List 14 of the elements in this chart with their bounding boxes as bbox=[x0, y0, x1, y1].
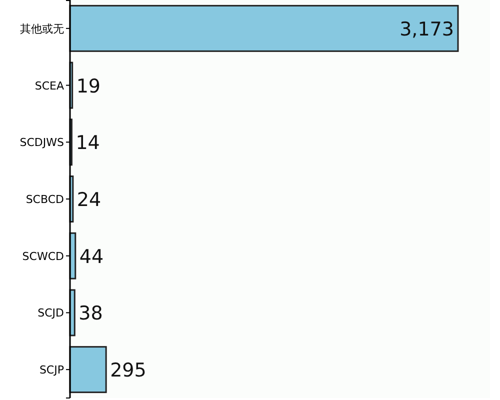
data-label: 44 bbox=[79, 246, 104, 268]
y-tick-label: SCEA bbox=[34, 79, 64, 92]
data-label: 19 bbox=[76, 75, 101, 98]
y-tick-label: SCJD bbox=[38, 306, 64, 320]
y-tick-label: SCDJWS bbox=[20, 136, 64, 150]
data-label: 24 bbox=[76, 189, 102, 211]
y-tick-label: SCJP bbox=[39, 364, 64, 377]
y-tick-label: SCWCD bbox=[22, 250, 64, 263]
y-tick-label: 其他或无 bbox=[20, 22, 64, 36]
data-label: 3,173 bbox=[400, 18, 454, 40]
y-tick-label: SCBCD bbox=[26, 193, 64, 206]
data-label: 38 bbox=[78, 302, 103, 325]
data-label: 14 bbox=[76, 132, 100, 154]
data-label: 295 bbox=[110, 360, 146, 382]
